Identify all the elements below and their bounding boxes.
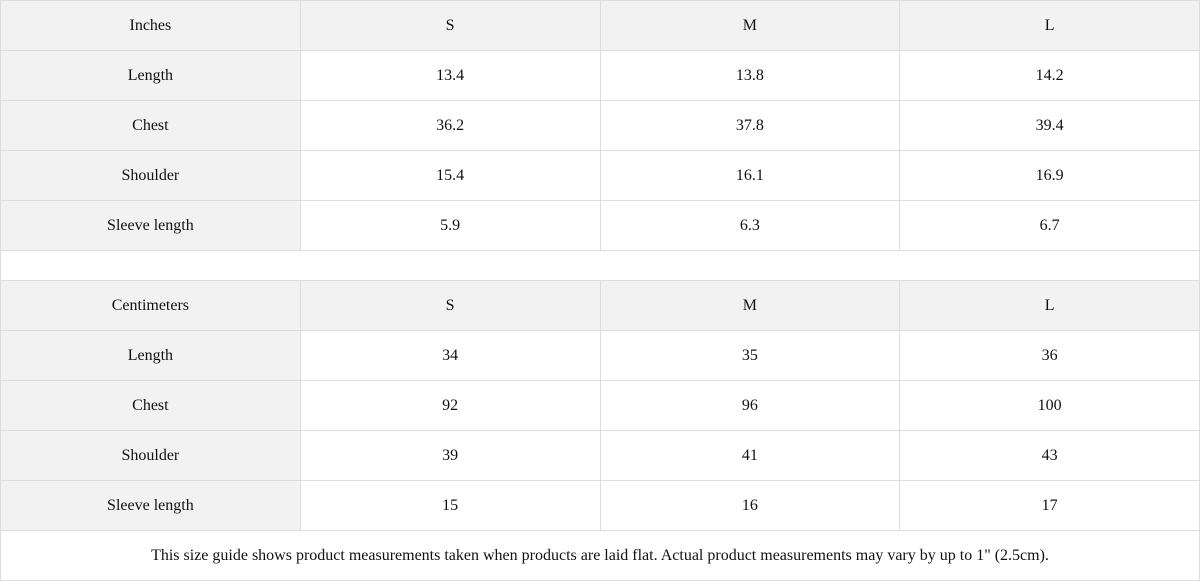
table-row: Shoulder 15.4 16.1 16.9 [1, 151, 1200, 201]
measurement-label: Sleeve length [1, 201, 301, 251]
table-spacer [1, 251, 1200, 281]
size-header: S [300, 281, 601, 331]
measurement-value: 41 [600, 431, 901, 481]
table-row: Chest 36.2 37.8 39.4 [1, 101, 1200, 151]
table-row: Chest 92 96 100 [1, 381, 1200, 431]
measurement-value: 43 [900, 431, 1200, 481]
measurement-value: 34 [300, 331, 601, 381]
header-row: Inches S M L [1, 1, 1200, 51]
measurement-value: 13.8 [600, 51, 901, 101]
measurement-value: 39.4 [900, 101, 1200, 151]
size-header: M [600, 281, 901, 331]
measurement-label: Shoulder [1, 431, 301, 481]
measurement-value: 6.3 [600, 201, 901, 251]
measurement-value: 36.2 [300, 101, 601, 151]
size-guide-note: This size guide shows product measuremen… [1, 531, 1200, 581]
measurement-value: 16 [600, 481, 901, 531]
measurement-label: Sleeve length [1, 481, 301, 531]
measurement-value: 35 [600, 331, 901, 381]
measurement-value: 16.1 [600, 151, 901, 201]
table-row: Shoulder 39 41 43 [1, 431, 1200, 481]
measurement-value: 13.4 [300, 51, 601, 101]
measurement-value: 5.9 [300, 201, 601, 251]
measurement-value: 14.2 [900, 51, 1200, 101]
table-row: Length 34 35 36 [1, 331, 1200, 381]
measurement-value: 15 [300, 481, 601, 531]
measurement-value: 16.9 [900, 151, 1200, 201]
unit-header: Centimeters [1, 281, 301, 331]
size-header: L [900, 1, 1200, 51]
measurement-value: 6.7 [900, 201, 1200, 251]
size-header: M [600, 1, 901, 51]
measurement-label: Chest [1, 381, 301, 431]
table-row: Length 13.4 13.8 14.2 [1, 51, 1200, 101]
measurement-label: Shoulder [1, 151, 301, 201]
measurement-value: 92 [300, 381, 601, 431]
measurement-label: Chest [1, 101, 301, 151]
measurement-value: 96 [600, 381, 901, 431]
measurement-label: Length [1, 331, 301, 381]
table-row: Sleeve length 5.9 6.3 6.7 [1, 201, 1200, 251]
measurement-value: 39 [300, 431, 601, 481]
table-row: Sleeve length 15 16 17 [1, 481, 1200, 531]
size-header: S [300, 1, 601, 51]
measurement-label: Length [1, 51, 301, 101]
measurement-value: 17 [900, 481, 1200, 531]
measurement-value: 15.4 [300, 151, 601, 201]
measurement-value: 37.8 [600, 101, 901, 151]
header-row: Centimeters S M L [1, 281, 1200, 331]
measurement-value: 36 [900, 331, 1200, 381]
measurement-value: 100 [900, 381, 1200, 431]
size-header: L [900, 281, 1200, 331]
unit-header: Inches [1, 1, 301, 51]
